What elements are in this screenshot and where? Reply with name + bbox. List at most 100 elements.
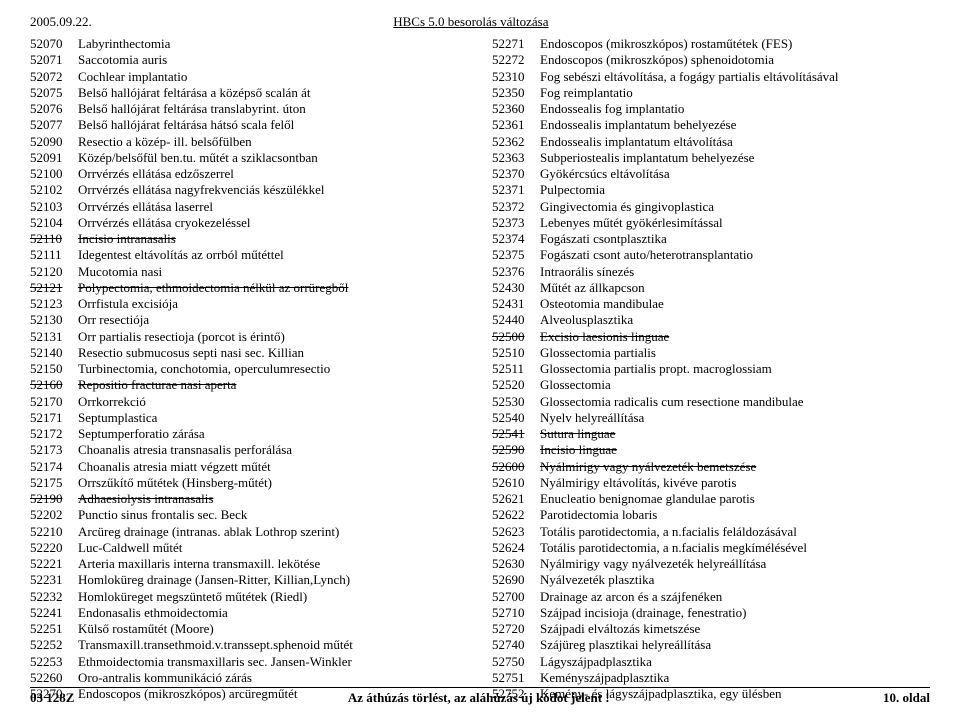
header-title: HBCs 5.0 besorolás változása: [393, 14, 548, 30]
code-text: Orrvérzés ellátása nagyfrekvenciás készü…: [78, 182, 325, 198]
code-text: Orrszűkítő műtétek (Hinsberg-műtét): [78, 475, 272, 491]
code-text: Homloküreget megszüntető műtétek (Riedl): [78, 589, 307, 605]
code-row: 52120Mucotomia nasi: [30, 264, 468, 280]
code-row: 52361Endossealis implantatum behelyezése: [492, 117, 930, 133]
code-text: Műtét az állkapcson: [540, 280, 645, 296]
code-text: Subperiostealis implantatum behelyezése: [540, 150, 754, 166]
footer-mid: Az áthúzás törlést, az aláhúzás új kódot…: [348, 690, 610, 706]
code-text: Nyálmirigy eltávolítás, kivéve parotis: [540, 475, 736, 491]
code-text: Nyelv helyreállítása: [540, 410, 644, 426]
code: 52172: [30, 426, 78, 442]
code-row: 52232Homloküreget megszüntető műtétek (R…: [30, 589, 468, 605]
code-text: Belső hallójárat feltárása a középső sca…: [78, 85, 310, 101]
code: 52610: [492, 475, 540, 491]
code-row: 52740Szájüreg plasztikai helyreállítása: [492, 637, 930, 653]
code-text: Glossectomia partialis: [540, 345, 656, 361]
code-row: 52140Resectio submucosus septi nasi sec.…: [30, 345, 468, 361]
code-row: 52172Septumperforatio zárása: [30, 426, 468, 442]
code-text: Septumperforatio zárása: [78, 426, 205, 442]
code-row: 52362Endossealis implantatum eltávolítás…: [492, 134, 930, 150]
code-text: Saccotomia auris: [78, 52, 167, 68]
code: 52077: [30, 117, 78, 133]
code-row: 52241Endonasalis ethmoidectomia: [30, 605, 468, 621]
code-text: Turbinectomia, conchotomia, operculumres…: [78, 361, 330, 377]
code-text: Drainage az arcon és a szájfenéken: [540, 589, 722, 605]
code-row: 52091Közép/belsőfül ben.tu. műtét a szik…: [30, 150, 468, 166]
code: 52072: [30, 69, 78, 85]
code-row: 52272Endoscopos (mikroszkópos) sphenoido…: [492, 52, 930, 68]
code-text: Arteria maxillaris interna transmaxill. …: [78, 556, 320, 572]
code-text: Idegentest eltávolítás az orrból műtétte…: [78, 247, 284, 263]
code-row: 52071Saccotomia auris: [30, 52, 468, 68]
code-row: 52076Belső hallójárat feltárása translab…: [30, 101, 468, 117]
code-text: Fog sebészi eltávolítása, a fogágy parti…: [540, 69, 839, 85]
code-row: 52190Adhaesiolysis intranasalis: [30, 491, 468, 507]
code-text: Orrvérzés ellátása edzőszerrel: [78, 166, 234, 182]
code-row: 52750Lágyszájpadplasztika: [492, 654, 930, 670]
code-text: Orr partialis resectioja (porcot is érin…: [78, 329, 285, 345]
right-column: 52271Endoscopos (mikroszkópos) rostaműté…: [492, 36, 930, 702]
code: 52360: [492, 101, 540, 117]
code: 52371: [492, 182, 540, 198]
code-row: 52220Luc-Caldwell műtét: [30, 540, 468, 556]
code-row: 52690Nyálvezeték plasztika: [492, 572, 930, 588]
code: 52370: [492, 166, 540, 182]
code: 52520: [492, 377, 540, 393]
code: 52690: [492, 572, 540, 588]
code-text: Polypectomia, ethmoidectomia nélkül az o…: [78, 280, 348, 296]
code: 52431: [492, 296, 540, 312]
code: 52070: [30, 36, 78, 52]
code: 52202: [30, 507, 78, 523]
code: 52590: [492, 442, 540, 458]
code-text: Endossealis fog implantatio: [540, 101, 684, 117]
code: 52623: [492, 524, 540, 540]
code-row: 52070Labyrinthectomia: [30, 36, 468, 52]
code-row: 52375Fogászati csont auto/heterotranspla…: [492, 247, 930, 263]
code: 52271: [492, 36, 540, 52]
code-row: 52210Arcüreg drainage (intranas. ablak L…: [30, 524, 468, 540]
code: 52751: [492, 670, 540, 686]
code-row: 52103Orrvérzés ellátása laserrel: [30, 199, 468, 215]
code: 52171: [30, 410, 78, 426]
code-row: 52271Endoscopos (mikroszkópos) rostaműté…: [492, 36, 930, 52]
code-row: 52373Lebenyes műtét gyökérlesimítással: [492, 215, 930, 231]
code-text: Endossealis implantatum behelyezése: [540, 117, 736, 133]
code-row: 52077Belső hallójárat feltárása hátsó sc…: [30, 117, 468, 133]
code-row: 52630Nyálmirigy vagy nyálvezeték helyreá…: [492, 556, 930, 572]
code-row: 52110Incisio intranasalis: [30, 231, 468, 247]
code: 52540: [492, 410, 540, 426]
code-row: 52510Glossectomia partialis: [492, 345, 930, 361]
code-text: Orr resectiója: [78, 312, 149, 328]
code-row: 52171Septumplastica: [30, 410, 468, 426]
left-column: 52070Labyrinthectomia52071Saccotomia aur…: [30, 36, 468, 702]
code: 52241: [30, 605, 78, 621]
code-row: 52430Műtét az állkapcson: [492, 280, 930, 296]
code-text: Nyálmirigy vagy nyálvezeték bemetszése: [540, 459, 756, 475]
code-row: 52751Keményszájpadplasztika: [492, 670, 930, 686]
code: 52374: [492, 231, 540, 247]
code: 52111: [30, 247, 78, 263]
code: 52362: [492, 134, 540, 150]
code: 52350: [492, 85, 540, 101]
code-row: 52360Endossealis fog implantatio: [492, 101, 930, 117]
code-text: Sutura linguae: [540, 426, 615, 442]
code-row: 52170Orrkorrekció: [30, 394, 468, 410]
code-text: Punctio sinus frontalis sec. Beck: [78, 507, 247, 523]
code-row: 52370Gyökércsúcs eltávolítása: [492, 166, 930, 182]
code: 52076: [30, 101, 78, 117]
code-text: Adhaesiolysis intranasalis: [78, 491, 213, 507]
code-text: Luc-Caldwell műtét: [78, 540, 182, 556]
code-text: Szájpad incisioja (drainage, fenestratio…: [540, 605, 746, 621]
code: 52174: [30, 459, 78, 475]
code: 52372: [492, 199, 540, 215]
code-text: Incisio linguae: [540, 442, 617, 458]
code: 52121: [30, 280, 78, 296]
code: 52430: [492, 280, 540, 296]
code-row: 52520Glossectomia: [492, 377, 930, 393]
code-text: Glossectomia: [540, 377, 611, 393]
code: 52260: [30, 670, 78, 686]
code-row: 52720Szájpadi elváltozás kimetszése: [492, 621, 930, 637]
code-row: 52500Excisio laesionis linguae: [492, 329, 930, 345]
code: 52363: [492, 150, 540, 166]
code: 52220: [30, 540, 78, 556]
